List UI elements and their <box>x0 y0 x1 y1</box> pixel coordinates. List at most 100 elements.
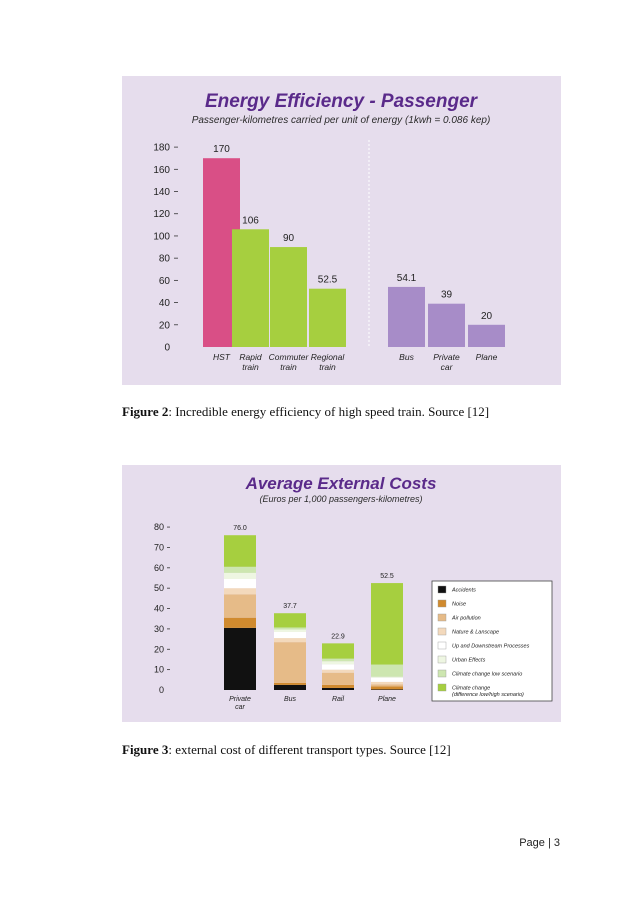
y-tick-label: 180 <box>153 143 170 154</box>
legend-swatch <box>437 641 447 650</box>
x-category-label: train <box>242 362 259 372</box>
x-category-label: Regional <box>311 352 346 362</box>
x-category-label: Private <box>229 696 251 703</box>
segment-3-3 <box>371 681 403 685</box>
segment-1-2 <box>274 642 306 683</box>
bar-5 <box>428 303 465 347</box>
segment-0-5 <box>224 572 256 580</box>
segment-2-3 <box>322 669 354 673</box>
legend-label: Urban Effects <box>452 658 486 664</box>
segment-2-1 <box>322 684 354 688</box>
y-tick-label: 20 <box>159 320 171 331</box>
legend-swatch <box>437 669 447 678</box>
chart-subtitle: (Euros per 1,000 passengers-kilometres) <box>259 494 422 504</box>
x-category-label: Commuter <box>269 352 310 362</box>
figure-2-caption-label: Figure 2 <box>122 404 169 419</box>
legend-label: (difference low/high scenario) <box>452 692 524 698</box>
energy-efficiency-svg: Energy Efficiency - Passenger Passenger-k… <box>153 91 505 372</box>
x-category-label: Bus <box>399 352 414 362</box>
bar-value-label: 52.5 <box>318 275 338 286</box>
legend-swatch <box>437 683 447 692</box>
segment-2-6 <box>322 658 354 662</box>
segment-2-0 <box>322 687 354 690</box>
segment-3-0 <box>371 689 403 690</box>
y-tick-label: 0 <box>164 343 170 354</box>
figure-2-caption-text: : Incredible energy efficiency of high s… <box>168 404 490 419</box>
bar-6 <box>468 324 505 347</box>
y-tick-label: 70 <box>154 542 164 552</box>
segment-0-3 <box>224 588 256 595</box>
legend-label: Accidents <box>451 588 476 594</box>
external-costs-chart: Average External Costs (Euros per 1,000 p… <box>122 465 561 722</box>
segment-3-6 <box>371 664 403 677</box>
legend-label: Air pollution <box>451 616 481 622</box>
chart-subtitle: Passenger-kilometres carried per unit of… <box>192 115 491 126</box>
legend-swatch <box>437 627 447 636</box>
figure-3-caption: Figure 3: external cost of different tra… <box>122 742 451 758</box>
legend-label: Climate change <box>452 686 490 692</box>
segment-0-6 <box>224 566 256 573</box>
x-category-label: HST <box>213 352 231 362</box>
segment-3-1 <box>371 686 403 690</box>
bar-value-label: 39 <box>441 290 453 301</box>
segment-2-4 <box>322 664 354 670</box>
bar-4 <box>388 286 425 347</box>
bar-total-label: 76.0 <box>233 525 247 532</box>
bar-total-label: 52.5 <box>380 573 394 580</box>
legend-swatch <box>437 655 447 664</box>
legend-label: Climate change low scenario <box>452 672 522 678</box>
segment-3-5 <box>371 676 403 678</box>
legend-box <box>431 580 553 702</box>
y-tick-label: 0 <box>159 685 164 695</box>
legend-label: Up and Downstream Processes <box>452 644 530 650</box>
bar-value-label: 90 <box>283 233 295 244</box>
segment-3-2 <box>371 684 403 687</box>
segment-3-4 <box>371 677 403 682</box>
y-tick-label: 50 <box>154 583 164 593</box>
external-costs-svg: Average External Costs(Euros per 1,000 p… <box>154 474 553 711</box>
segment-1-3 <box>274 638 306 643</box>
legend-swatch <box>437 585 447 594</box>
y-tick-label: 10 <box>154 665 164 675</box>
bar-total-label: 22.9 <box>331 633 345 640</box>
x-category-label: Rapid <box>239 352 261 362</box>
segment-1-6 <box>274 627 306 630</box>
x-category-label: train <box>280 362 297 372</box>
x-category-label: car <box>235 704 245 711</box>
x-category-label: Plane <box>378 696 396 703</box>
y-tick-label: 120 <box>153 209 170 220</box>
y-tick-label: 160 <box>153 165 170 176</box>
y-tick-label: 60 <box>154 563 164 573</box>
x-category-label: Rail <box>332 696 345 703</box>
segment-0-1 <box>224 617 256 628</box>
y-tick-label: 140 <box>153 187 170 198</box>
chart-title: Energy Efficiency - Passenger <box>205 91 479 112</box>
segment-2-2 <box>322 672 354 685</box>
legend-swatch <box>437 599 447 608</box>
bar-value-label: 20 <box>481 311 493 322</box>
bar-2 <box>270 247 307 347</box>
segment-1-4 <box>274 631 306 639</box>
segment-2-7 <box>322 643 354 659</box>
bar-3 <box>309 288 346 347</box>
x-category-label: train <box>319 362 336 372</box>
segment-1-7 <box>274 613 306 628</box>
chart-title: Average External Costs <box>245 474 437 493</box>
y-tick-label: 100 <box>153 231 170 242</box>
y-tick-label: 40 <box>154 604 164 614</box>
x-category-label: Plane <box>476 352 498 362</box>
y-tick-label: 80 <box>154 522 164 532</box>
bar-1 <box>232 229 269 347</box>
segment-1-1 <box>274 682 306 685</box>
segment-0-7 <box>224 535 256 567</box>
y-tick-label: 20 <box>154 644 164 654</box>
page-number: Page | 3 <box>519 837 560 849</box>
segment-1-0 <box>274 684 306 690</box>
bar-value-label: 54.1 <box>397 273 417 284</box>
segment-0-4 <box>224 579 256 589</box>
figure-2-caption: Figure 2: Incredible energy efficiency o… <box>122 404 489 420</box>
y-tick-label: 30 <box>154 624 164 634</box>
energy-efficiency-chart: Energy Efficiency - Passenger Passenger-k… <box>122 76 561 385</box>
y-tick-label: 80 <box>159 254 171 265</box>
segment-0-2 <box>224 594 256 618</box>
